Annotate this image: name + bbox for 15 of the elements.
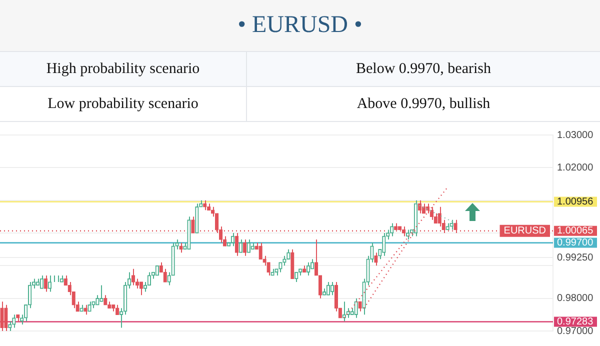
y-tick-label: 0.98000	[557, 293, 594, 304]
ref-line-label: 1.00956	[557, 196, 594, 208]
text: Below 0.9970, bearish	[246, 52, 600, 86]
text: Above 0.9970, bullish	[246, 86, 600, 122]
ref-line-label: 1.00065	[557, 226, 594, 237]
y-tick-label: 1.02000	[557, 162, 594, 174]
ref-line-label: 0.97283	[557, 316, 594, 328]
text: Low probability scenario	[0, 86, 246, 122]
annotation: EURUSD	[504, 226, 546, 237]
y-tick-label: 0.99250	[557, 252, 594, 264]
chart-title: • EURUSD •	[0, 0, 600, 52]
ref-line-label: 0.99700	[557, 238, 594, 249]
text: High probability scenario	[0, 52, 246, 86]
y-tick-label: 0.97000	[557, 326, 594, 337]
y-tick-label: 1.03000	[557, 130, 594, 141]
